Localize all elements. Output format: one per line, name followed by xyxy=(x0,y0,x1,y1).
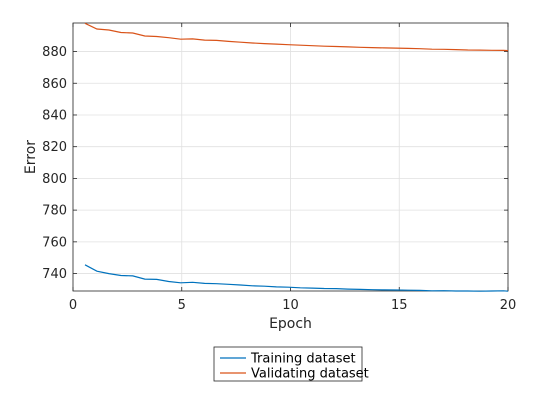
y-tick-label: 800 xyxy=(42,172,67,187)
y-tick-label: 860 xyxy=(42,77,67,92)
y-tick-label: 760 xyxy=(42,235,67,250)
legend-box xyxy=(213,346,363,382)
legend-label-training: Training dataset xyxy=(250,352,356,367)
axis-ticks: 0 5 10 15 20 740 760 780 800 820 840 860 880 xyxy=(42,23,516,313)
grid xyxy=(72,23,509,291)
x-tick-label: 10 xyxy=(282,298,299,313)
x-tick-label: 20 xyxy=(500,298,517,313)
legend: Training dataset Validating dataset xyxy=(213,346,369,382)
series-lines xyxy=(84,22,509,292)
y-tick-label: 840 xyxy=(42,108,67,123)
y-tick-label: 740 xyxy=(42,267,67,282)
series-line-training xyxy=(84,264,509,292)
y-tick-label: 820 xyxy=(42,140,67,155)
x-axis-label: Epoch xyxy=(269,316,312,332)
y-tick-label: 880 xyxy=(42,45,67,60)
y-tick-label: 780 xyxy=(42,204,67,219)
x-tick-label: 0 xyxy=(69,298,77,313)
series-line-validating xyxy=(84,22,509,52)
y-axis-label: Error xyxy=(23,140,39,174)
legend-label-validating: Validating dataset xyxy=(251,367,369,382)
x-tick-label: 15 xyxy=(391,298,408,313)
x-tick-label: 5 xyxy=(178,298,186,313)
